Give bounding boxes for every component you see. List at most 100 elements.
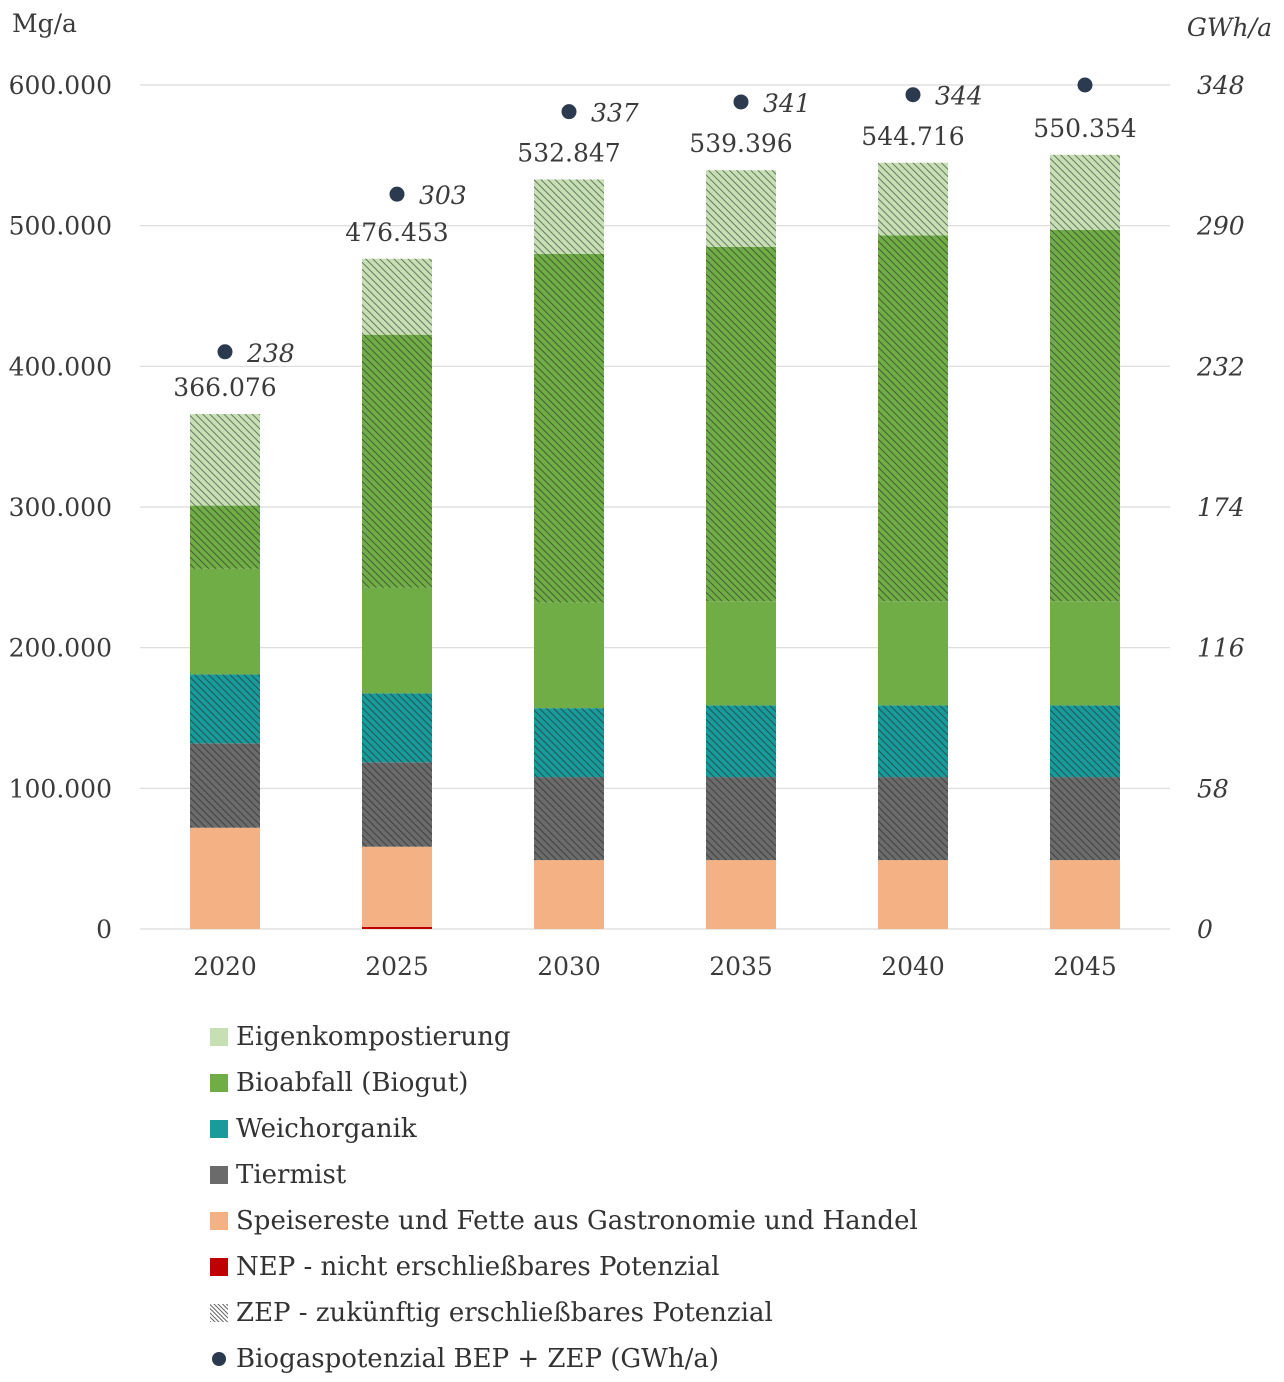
bar-segment-hatch — [878, 705, 948, 778]
legend-label: Biogaspotenzial BEP + ZEP (GWh/a) — [236, 1344, 720, 1374]
biogas-label: 344 — [935, 82, 983, 111]
bar-segment-hatch — [362, 762, 432, 847]
bar-segment — [362, 587, 432, 694]
bar-segment-hatch — [878, 162, 948, 236]
bar-segment — [534, 602, 604, 709]
legend-swatch — [210, 1028, 228, 1046]
bar-segment-hatch — [706, 246, 776, 602]
bar-segment-hatch — [706, 705, 776, 778]
labels: 0 100.000 200.000 300.000 400.000 500.000 600.… — [9, 71, 1245, 981]
legend: Eigenkompostierung Bioabfall (Biogut) Weic… — [210, 1014, 918, 1382]
legend-label: Weichorganik — [236, 1114, 417, 1144]
y-right-tick: 232 — [1196, 352, 1245, 381]
bar-segment-hatch — [534, 708, 604, 778]
legend-label: Speisereste und Fette aus Gastronomie un… — [236, 1206, 918, 1236]
y-left-tick: 0 — [96, 915, 112, 944]
y-left-tick: 300.000 — [9, 493, 112, 522]
biogas-label: 303 — [419, 181, 467, 210]
gridlines — [140, 84, 1170, 930]
y-left-tick: 600.000 — [9, 71, 112, 100]
right-axis-title: GWh/a — [1187, 13, 1272, 42]
y-left-tick: 500.000 — [9, 212, 112, 241]
bar-segment — [878, 860, 948, 929]
bar-segment — [1050, 601, 1120, 706]
bar-segment-hatch — [878, 235, 948, 602]
legend-item: Biogaspotenzial BEP + ZEP (GWh/a) — [210, 1336, 918, 1382]
y-right-tick: 58 — [1197, 774, 1229, 803]
total-label: 366.076 — [173, 373, 276, 402]
x-tick: 2045 — [1053, 952, 1117, 981]
left-axis-title: Mg/a — [12, 9, 77, 38]
bar-segment-hatch — [534, 253, 604, 603]
legend-label: Tiermist — [236, 1160, 347, 1190]
x-tick: 2025 — [365, 952, 429, 981]
biogas-marker — [217, 344, 233, 360]
y-left-tick: 100.000 — [9, 774, 112, 803]
y-right-tick: 290 — [1196, 212, 1245, 241]
legend-label: ZEP - zukünftig erschließbares Potenzial — [236, 1298, 773, 1328]
total-label: 550.354 — [1033, 114, 1136, 143]
legend-label: Bioabfall (Biogut) — [236, 1068, 469, 1098]
bar-segment — [534, 860, 604, 929]
legend-swatch — [210, 1074, 228, 1092]
bar-segment-hatch — [706, 170, 776, 247]
legend-label: NEP - nicht erschließbares Potenzial — [236, 1252, 720, 1282]
y-right-tick: 116 — [1197, 634, 1245, 663]
bar-segment-hatch — [706, 777, 776, 861]
biogas-label: 238 — [246, 339, 295, 368]
bar-segment-hatch — [190, 743, 260, 828]
total-label: 544.716 — [861, 122, 964, 151]
bar-segment — [362, 846, 432, 927]
y-left-tick: 400.000 — [9, 352, 112, 381]
y-left-tick: 200.000 — [9, 634, 112, 663]
y-right-tick: 174 — [1197, 493, 1245, 522]
y-right-tick: 348 — [1197, 71, 1245, 100]
x-tick: 2020 — [193, 952, 257, 981]
legend-swatch — [210, 1304, 228, 1322]
bar-segment — [1050, 860, 1120, 929]
x-tick: 2035 — [709, 952, 773, 981]
bar-segment — [706, 601, 776, 706]
biogas-marker — [1077, 77, 1093, 93]
legend-item: ZEP - zukünftig erschließbares Potenzial — [210, 1290, 918, 1336]
biogas-label: 341 — [763, 89, 811, 118]
bar-segment-hatch — [1050, 154, 1120, 230]
x-tick: 2030 — [537, 952, 601, 981]
biogas-marker — [905, 87, 921, 103]
total-label: 539.396 — [689, 129, 792, 158]
bar-segment-hatch — [362, 334, 432, 588]
bar-segment-hatch — [362, 693, 432, 763]
legend-swatch — [210, 1166, 228, 1184]
legend-swatch — [210, 1212, 228, 1230]
legend-item: Speisereste und Fette aus Gastronomie un… — [210, 1198, 918, 1244]
bar-segment-hatch — [534, 777, 604, 861]
biogas-marker — [561, 104, 577, 120]
x-tick: 2040 — [881, 952, 945, 981]
total-label: 532.847 — [517, 138, 620, 167]
bar-segment — [878, 601, 948, 706]
bar-segment-hatch — [362, 258, 432, 335]
legend-item: Eigenkompostierung — [210, 1014, 918, 1060]
legend-item: Bioabfall (Biogut) — [210, 1060, 918, 1106]
legend-item: NEP - nicht erschließbares Potenzial — [210, 1244, 918, 1290]
biogas-marker — [733, 94, 749, 110]
total-label: 476.453 — [345, 218, 448, 247]
legend-item: Tiermist — [210, 1152, 918, 1198]
bar-segment — [190, 827, 260, 929]
y-right-tick: 0 — [1197, 915, 1213, 944]
bar-segment-hatch — [534, 179, 604, 254]
biogas-marker — [389, 186, 405, 202]
bar-segment-hatch — [878, 777, 948, 861]
bar-segment — [190, 568, 260, 675]
legend-swatch — [210, 1258, 228, 1276]
legend-swatch — [212, 1352, 226, 1366]
stacked-bar-chart: 0 100.000 200.000 300.000 400.000 500.000 600.… — [9, 9, 1272, 981]
legend-swatch — [210, 1120, 228, 1138]
bar-segment-hatch — [190, 505, 260, 569]
biogas-label: 337 — [591, 99, 639, 128]
bars — [190, 154, 1120, 929]
bar-segment-hatch — [1050, 777, 1120, 861]
bar-segment — [706, 860, 776, 929]
bar-segment-hatch — [1050, 229, 1120, 602]
legend-label: Eigenkompostierung — [236, 1022, 511, 1052]
